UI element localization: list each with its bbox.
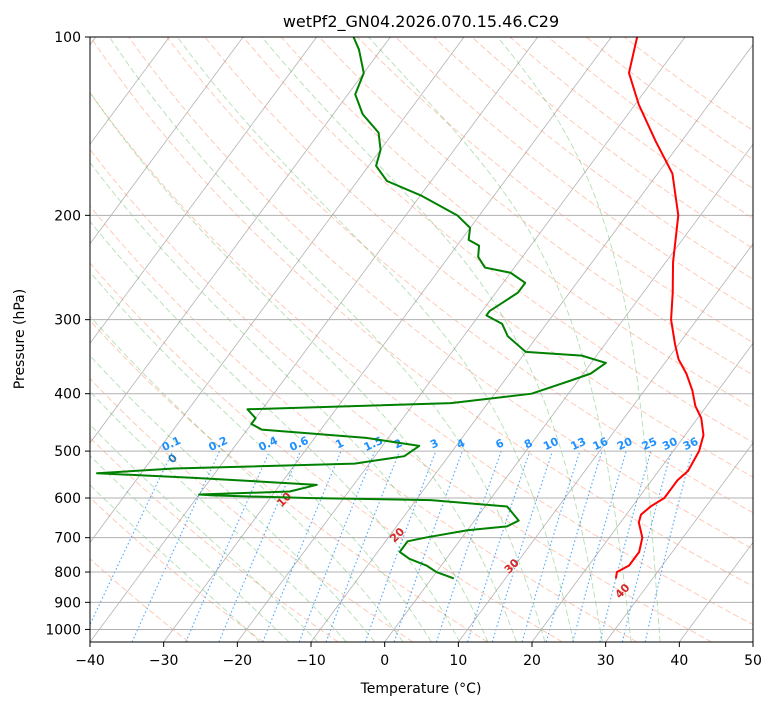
moist-adiabat-line (90, 220, 461, 642)
moist-adiabat-line (176, 37, 575, 642)
dry-adiabat-line (318, 37, 753, 376)
x-tick-label: −30 (149, 653, 179, 669)
mixing-ratio-line (545, 450, 603, 642)
mixing-ratio-label: 36 (681, 435, 701, 453)
mixing-ratio-line (521, 450, 581, 642)
y-tick-label: 600 (54, 491, 81, 507)
x-tick-label: 40 (670, 653, 688, 669)
mixing-ratio-label: 10 (541, 435, 561, 453)
y-tick-label: 900 (54, 595, 81, 611)
mixing-ratio-line (599, 450, 652, 642)
moist-adiabat-line (368, 37, 632, 642)
x-tick-label: 30 (597, 653, 615, 669)
isotherm-line (531, 342, 753, 642)
mixing-ratio-line (466, 450, 531, 642)
dry-adiabat-line (90, 92, 753, 626)
mixing-ratio-line (491, 450, 554, 642)
moist-adiabat-line (90, 355, 376, 642)
plot-frame (89, 36, 754, 643)
moist-adiabat-line (90, 484, 261, 642)
moist-adiabat-line (90, 161, 489, 642)
mixing-ratio-line (621, 450, 672, 642)
mixing-ratio-label: 30 (660, 435, 680, 453)
mixing-ratio-line (435, 450, 502, 642)
profile-lines (95, 37, 705, 580)
dry-adiabat-line (90, 37, 753, 587)
isotherm-line (310, 44, 753, 642)
mixing-ratio-line (644, 450, 693, 642)
dry-adiabat-line (90, 558, 190, 642)
dry-adiabat-line (242, 37, 753, 443)
x-axis: −40 −30 −20 −10 0 10 20 30 40 50 (75, 642, 762, 669)
mixing-ratio-label: 20 (615, 435, 635, 453)
isotherm-line (90, 37, 318, 345)
x-tick-label: −10 (296, 653, 326, 669)
isotherm-line (458, 243, 753, 642)
isotherm-line (384, 143, 753, 642)
dry-adiabat-label: -20 (0, 386, 6, 409)
dry-adiabat-line (357, 37, 753, 344)
x-tick-label: 50 (744, 653, 762, 669)
isotherm-line (237, 37, 686, 642)
isotherm-line (90, 37, 465, 544)
moist-adiabat-line (90, 315, 404, 642)
background-lines (90, 37, 753, 642)
moist-adiabat-line (90, 271, 432, 642)
moist-adiabat-line (109, 37, 546, 642)
y-tick-label: 300 (54, 313, 81, 329)
dry-adiabat-line (90, 148, 712, 642)
moist-adiabat-line (497, 37, 661, 642)
isotherm-line (90, 37, 539, 642)
moist-adiabat-line (90, 454, 290, 642)
isotherm-line (90, 37, 244, 245)
y-tick-label: 100 (54, 30, 81, 46)
mixing-ratio-label: 16 (591, 435, 611, 453)
moist-adiabat-line (90, 91, 517, 642)
temperature-profile (614, 37, 705, 579)
chart-title: wetPf2_GN04.2026.070.15.46.C29 (283, 12, 559, 32)
dry-adiabat-line (280, 37, 753, 409)
y-tick-label: 700 (54, 531, 81, 547)
y-tick-label: 500 (54, 444, 81, 460)
mixing-ratio-line (218, 450, 301, 642)
x-tick-label: −20 (223, 653, 253, 669)
y-axis-label: Pressure (hPa) (12, 289, 28, 389)
dewpoint-profile (95, 37, 607, 580)
x-tick-label: 0 (380, 653, 389, 669)
mixing-ratio-line (262, 450, 342, 642)
mixing-ratio-line (185, 450, 271, 642)
x-axis-label: Temperature (°C) (360, 681, 482, 697)
mixing-ratio-line (393, 450, 463, 642)
isotherm-line (90, 37, 170, 145)
moist-adiabat-line (90, 390, 347, 642)
y-tick-label: 1000 (45, 622, 81, 638)
dry-adiabat-line (128, 37, 753, 550)
mixing-ratio-line (325, 450, 401, 642)
dry-adiabat-label: -10 (57, 404, 80, 427)
mixing-ratio-line (364, 450, 437, 642)
isotherm-line (752, 641, 753, 642)
y-tick-label: 800 (54, 565, 81, 581)
isotherm-line (605, 442, 753, 642)
dry-adiabat-line (90, 377, 414, 642)
mixing-ratio-label: 25 (640, 435, 659, 453)
isotherm-line (90, 37, 391, 444)
moist-adiabat-line (90, 423, 319, 642)
y-axis: 1000 900 800 700 600 500 400 300 200 100 (45, 30, 90, 638)
y-tick-label: 200 (54, 208, 81, 224)
x-tick-label: 10 (449, 653, 467, 669)
dry-adiabat-line (90, 205, 638, 642)
x-tick-label: 20 (523, 653, 541, 669)
y-tick-label: 400 (54, 387, 81, 403)
x-tick-label: −40 (75, 653, 105, 669)
mixing-ratio-line (572, 450, 627, 642)
dry-adiabat-line (90, 319, 488, 642)
dry-adiabat-line (166, 37, 753, 514)
mixing-ratio-label: 13 (569, 435, 588, 453)
mixing-ratio-line (298, 450, 376, 642)
moist-adiabat-line (261, 37, 603, 642)
isotherm-line (163, 37, 612, 642)
